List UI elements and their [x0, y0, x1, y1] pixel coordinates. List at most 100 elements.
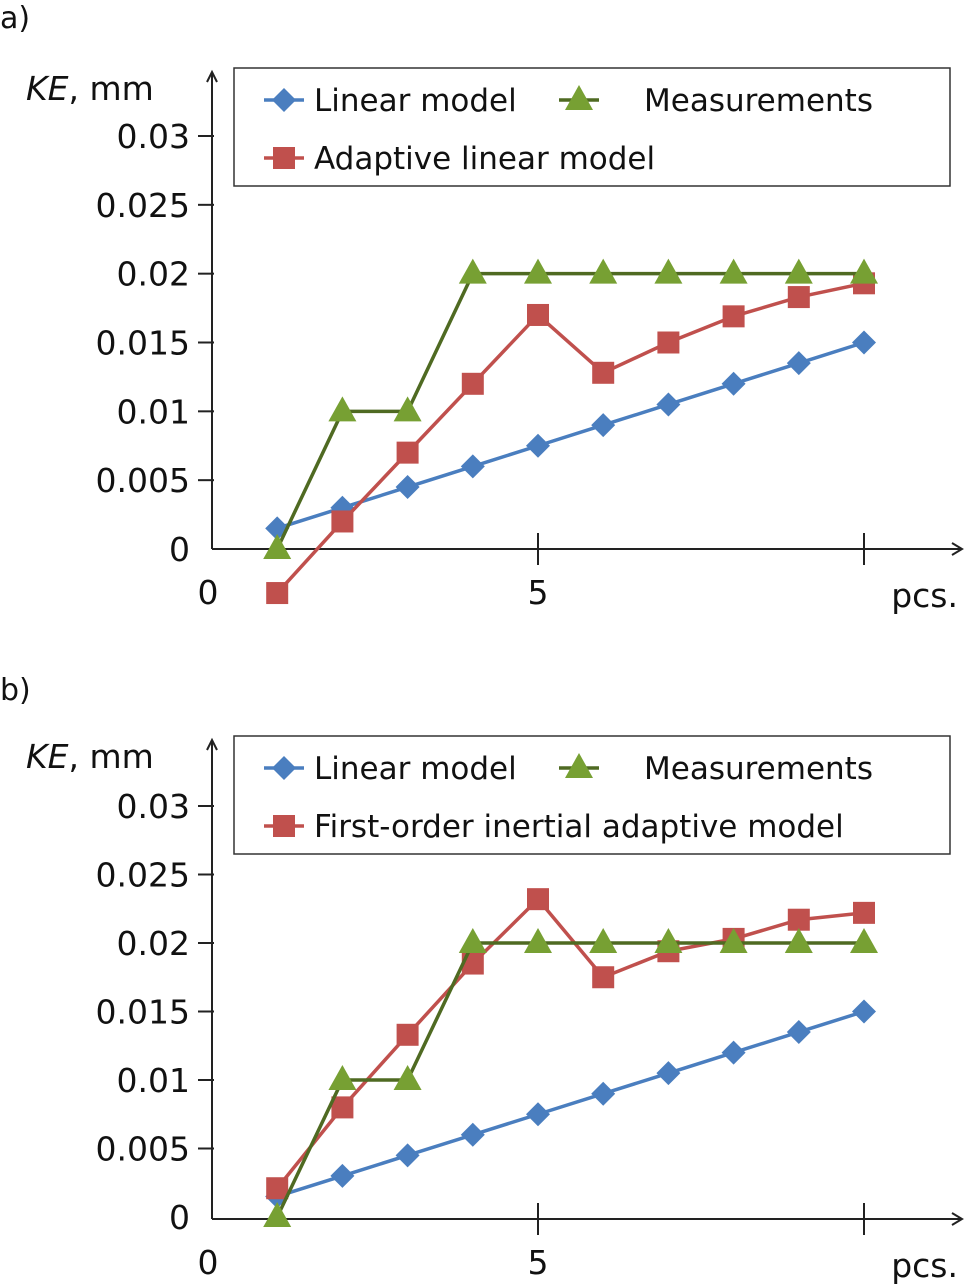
legend-label: Measurements — [644, 83, 873, 119]
y-axis-title: KE, mm — [26, 69, 154, 108]
y-tick-label: 0.005 — [96, 1130, 190, 1169]
y-tick-label: 0.01 — [117, 392, 190, 431]
data-point — [850, 928, 878, 953]
data-point — [331, 1096, 354, 1119]
data-point — [395, 1143, 420, 1168]
data-point — [589, 928, 618, 953]
x-axis-arrow — [951, 1212, 964, 1226]
y-tick-label: 0 — [169, 530, 190, 569]
y-axis-title-unit: , mm — [69, 69, 154, 108]
y-tick-label: 0.015 — [96, 993, 190, 1032]
legend-triangle-icon — [565, 85, 593, 110]
y-tick-label: 0.005 — [96, 461, 190, 500]
data-point — [460, 1122, 485, 1147]
data-point — [784, 258, 813, 284]
data-point — [458, 258, 487, 284]
series-triangle-1 — [263, 928, 878, 1227]
legend-label: First-order inertial adaptive model — [314, 809, 844, 845]
data-point — [721, 1040, 746, 1065]
data-point — [786, 351, 811, 376]
data-point — [527, 888, 549, 911]
panel-label: a) — [0, 1, 30, 36]
legend-item: Linear model — [264, 751, 517, 787]
data-point — [852, 999, 876, 1024]
legend-box — [233, 735, 951, 855]
data-point — [592, 361, 615, 384]
legend-item: Adaptive linear model — [264, 141, 655, 177]
data-point — [458, 928, 487, 953]
x-tick-label: 5 — [528, 573, 549, 612]
data-point — [852, 330, 876, 355]
data-point — [527, 303, 549, 326]
data-point — [396, 441, 419, 464]
legend-item: Measurements — [559, 83, 873, 119]
series-line — [275, 281, 865, 595]
data-point — [526, 1102, 550, 1127]
series-square-2 — [266, 272, 875, 605]
data-point — [786, 1020, 811, 1045]
data-point — [787, 908, 810, 931]
legend-diamond-icon — [272, 88, 296, 112]
data-point — [721, 371, 746, 396]
data-point — [591, 413, 616, 438]
legend-box — [233, 67, 951, 187]
data-point — [328, 396, 357, 422]
legend-triangle-icon — [565, 753, 593, 778]
data-point — [395, 475, 420, 500]
data-point — [330, 1163, 355, 1188]
data-point — [656, 1061, 681, 1086]
data-point — [526, 433, 550, 458]
data-point — [393, 396, 422, 422]
y-axis-title-symbol: KE — [26, 69, 69, 108]
data-point — [657, 331, 680, 354]
legend-square-icon — [273, 815, 295, 837]
data-point — [328, 1065, 357, 1090]
y-axis-title: KE, mm — [26, 737, 154, 776]
data-point — [787, 286, 810, 309]
data-point — [524, 258, 552, 284]
series-square-2 — [266, 888, 875, 1200]
x-tick-label: 0 — [198, 573, 219, 612]
legend-label: Linear model — [314, 751, 517, 787]
legend-diamond-icon — [272, 756, 296, 780]
y-axis-arrow — [206, 737, 218, 751]
data-point — [591, 1081, 616, 1106]
x-tick-label: 5 — [528, 1243, 549, 1282]
data-point — [393, 1065, 422, 1090]
x-axis-arrow — [951, 542, 964, 556]
legend-item: First-order inertial adaptive model — [264, 809, 844, 845]
y-axis-title-symbol: KE — [26, 737, 69, 776]
data-point — [460, 454, 485, 479]
y-tick-label: 0.03 — [117, 117, 190, 156]
legend-label: Adaptive linear model — [314, 141, 655, 177]
y-tick-label: 0.02 — [117, 924, 190, 963]
data-point — [396, 1023, 419, 1046]
data-point — [719, 258, 748, 284]
legend-label: Measurements — [644, 751, 873, 787]
data-point — [263, 1202, 292, 1227]
series-line — [275, 897, 865, 1190]
series-line — [275, 941, 864, 1218]
x-axis-title: pcs. — [891, 1246, 958, 1285]
y-tick-label: 0.015 — [96, 324, 190, 363]
x-axis-title: pcs. — [891, 576, 958, 615]
data-point — [784, 928, 813, 953]
y-tick-label: 0.01 — [117, 1061, 190, 1100]
data-point — [331, 510, 354, 533]
legend: Linear model Measurements Adaptive linear … — [233, 67, 951, 187]
data-point — [722, 305, 745, 328]
data-point — [654, 258, 683, 284]
chart-panel-a: a) KE, mm 0 0.005 0.01 0.015 0.02 0.025 0.03 0 5 pc… — [0, 1, 964, 615]
legend: Linear model Measurements First-order iner… — [233, 735, 951, 855]
data-point — [656, 392, 681, 417]
series-line — [275, 271, 864, 550]
data-point — [461, 372, 484, 395]
series-diamond-0 — [265, 999, 876, 1209]
data-point — [654, 928, 683, 953]
legend-square-icon — [273, 147, 295, 169]
y-tick-label: 0.03 — [117, 787, 190, 826]
legend-label: Linear model — [314, 83, 517, 119]
panel-label: b) — [0, 673, 31, 708]
data-point — [266, 582, 289, 605]
